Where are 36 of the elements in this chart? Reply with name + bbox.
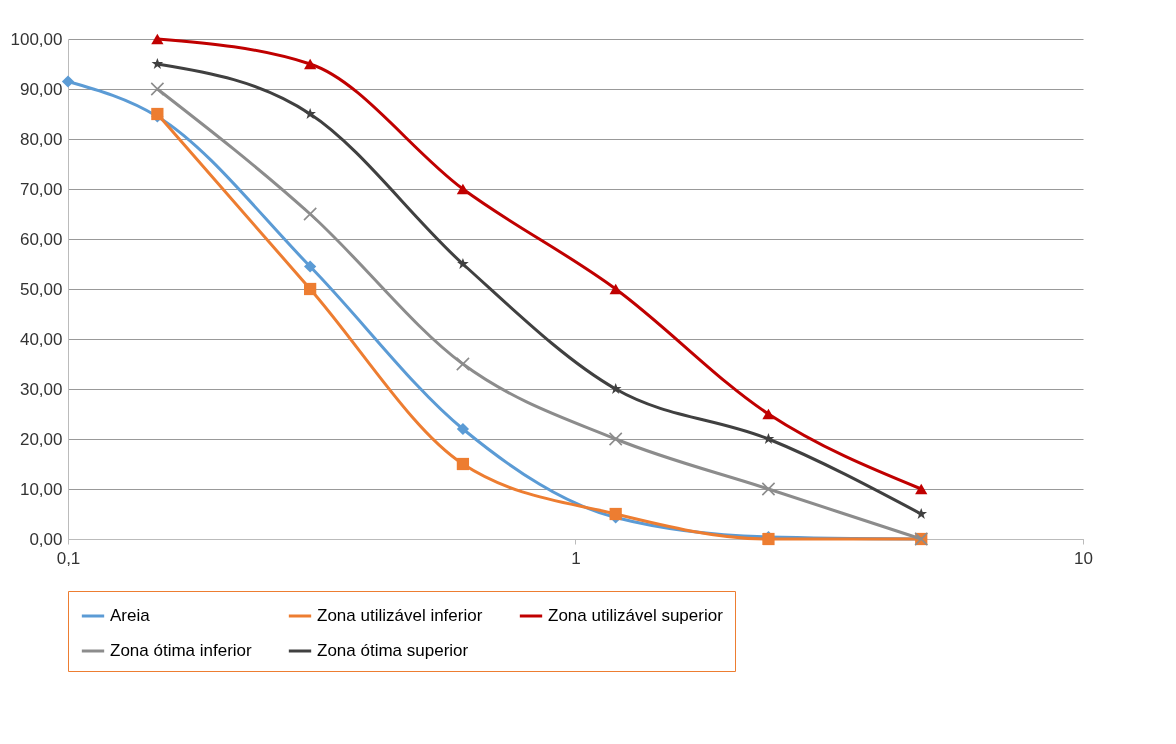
point	[457, 257, 469, 269]
point	[609, 507, 622, 521]
x-tick-label: 0,1	[56, 548, 81, 568]
y-tick-label: 70,00	[19, 179, 63, 199]
y-tick-label: 30,00	[19, 379, 63, 399]
legend-label: Zona utilizável superior	[548, 606, 724, 625]
point	[915, 483, 928, 495]
point	[761, 482, 776, 496]
point	[304, 282, 317, 296]
point	[609, 382, 622, 394]
y-tick-label: 90,00	[19, 79, 63, 99]
x-tick-label: 10	[1074, 548, 1093, 568]
point	[456, 457, 470, 471]
point	[915, 507, 928, 519]
legend-label: Areia	[110, 606, 151, 625]
point	[304, 58, 317, 70]
point	[762, 408, 775, 420]
y-tick-label: 50,00	[19, 279, 63, 299]
y-tick-label: 0,00	[29, 529, 63, 549]
point	[150, 82, 165, 96]
point	[304, 107, 316, 119]
point	[608, 432, 623, 446]
x-tick-label: 1	[571, 548, 581, 568]
point	[151, 33, 164, 45]
legend-label: Zona ótima superior	[317, 641, 469, 660]
y-tick-label: 10,00	[19, 479, 63, 499]
y-tick-label: 20,00	[19, 429, 63, 449]
legend-label: Zona utilizável inferior	[317, 606, 483, 625]
y-tick-label: 100,00	[10, 29, 63, 49]
point	[609, 283, 622, 295]
point	[456, 183, 470, 195]
y-tick-label: 60,00	[19, 229, 63, 249]
point	[151, 57, 164, 69]
legend-label: Zona ótima inferior	[110, 641, 253, 660]
y-tick-label: 80,00	[19, 129, 63, 149]
y-tick-label: 40,00	[19, 329, 63, 349]
